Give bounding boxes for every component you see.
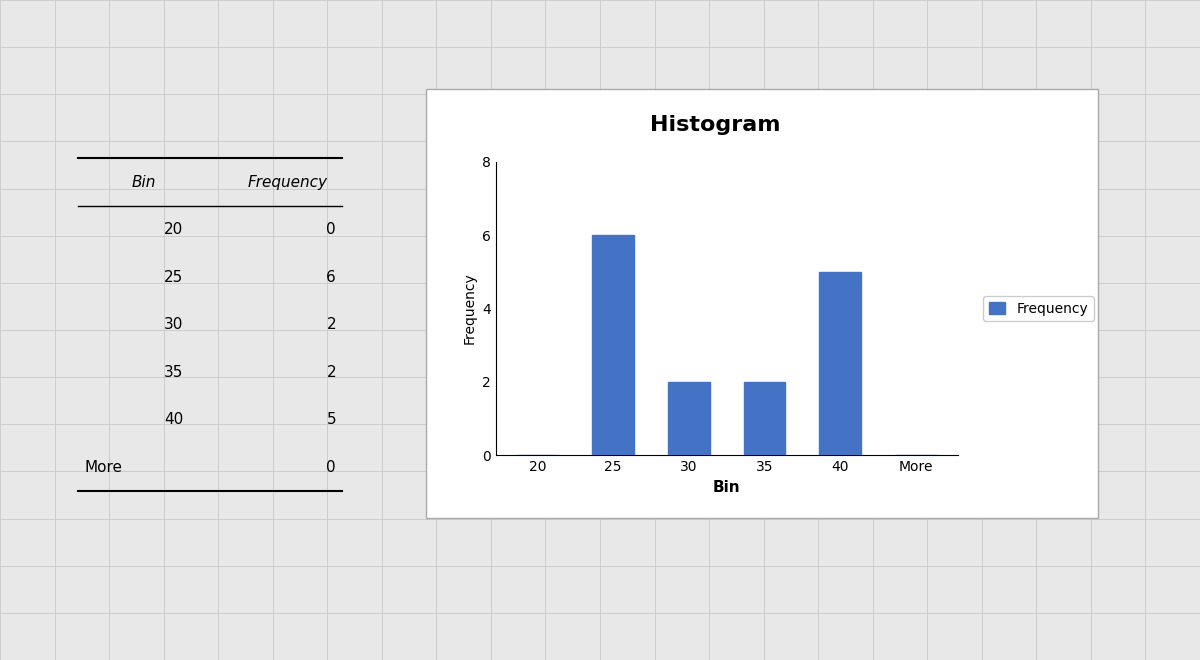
Text: 6: 6 bbox=[326, 270, 336, 284]
Text: 40: 40 bbox=[164, 412, 184, 427]
X-axis label: Bin: Bin bbox=[713, 480, 740, 495]
Legend: Frequency: Frequency bbox=[983, 296, 1093, 321]
Text: 2: 2 bbox=[326, 365, 336, 379]
Text: 30: 30 bbox=[164, 317, 184, 332]
Text: 0: 0 bbox=[326, 222, 336, 237]
Text: 5: 5 bbox=[326, 412, 336, 427]
Bar bbox=[820, 272, 860, 455]
Bar bbox=[668, 382, 709, 455]
Text: 20: 20 bbox=[164, 222, 184, 237]
Text: Histogram: Histogram bbox=[649, 115, 780, 135]
Y-axis label: Frequency: Frequency bbox=[462, 273, 476, 345]
Text: More: More bbox=[84, 460, 122, 475]
Bar bbox=[744, 382, 785, 455]
Text: 25: 25 bbox=[164, 270, 184, 284]
Text: 35: 35 bbox=[164, 365, 184, 379]
Text: 2: 2 bbox=[326, 317, 336, 332]
Text: 0: 0 bbox=[326, 460, 336, 475]
FancyBboxPatch shape bbox=[426, 89, 1098, 518]
Text: Bin: Bin bbox=[132, 175, 156, 189]
Bar bbox=[593, 235, 634, 455]
Text: Frequency: Frequency bbox=[248, 175, 328, 189]
